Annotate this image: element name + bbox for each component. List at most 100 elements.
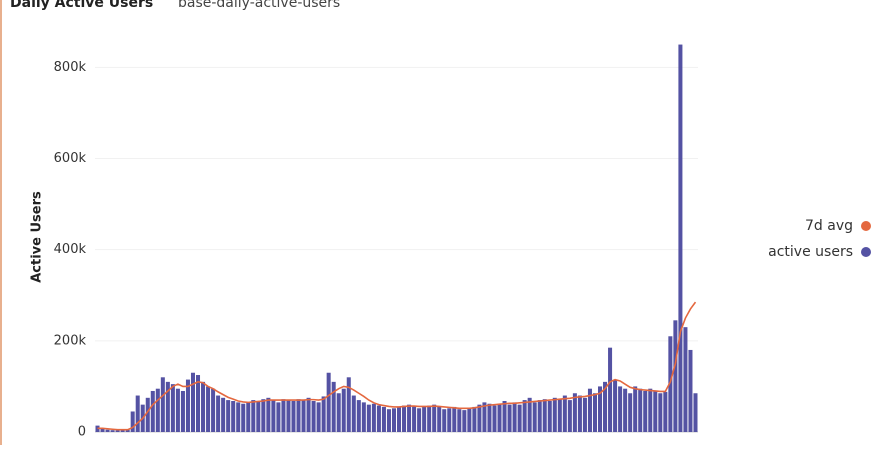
bar	[356, 400, 361, 432]
bar	[542, 399, 547, 432]
bar	[462, 410, 467, 432]
bar	[221, 397, 226, 432]
bar	[376, 405, 381, 432]
bar	[206, 386, 211, 432]
bar	[251, 400, 256, 432]
bar	[517, 404, 522, 432]
bar	[467, 408, 472, 432]
bar	[688, 349, 693, 432]
bar	[598, 386, 603, 432]
y-tick-label: 0	[78, 425, 86, 440]
bar	[391, 408, 396, 432]
bar	[291, 401, 296, 432]
bar	[577, 395, 582, 432]
bar	[472, 406, 477, 432]
y-tick-label: 400k	[54, 242, 87, 257]
bar	[693, 393, 698, 432]
bar	[522, 400, 527, 432]
bar	[105, 429, 110, 432]
bar	[201, 381, 206, 432]
bar	[246, 402, 251, 432]
bar	[321, 396, 326, 432]
bar	[341, 388, 346, 432]
bar	[326, 372, 331, 432]
bar	[497, 403, 502, 432]
bar	[216, 395, 221, 432]
bar	[196, 375, 201, 432]
bar	[613, 379, 618, 432]
bar	[567, 400, 572, 432]
bar	[371, 403, 376, 432]
bar	[130, 411, 135, 432]
bar	[241, 403, 246, 432]
bar	[211, 388, 216, 432]
bar	[618, 386, 623, 432]
bar	[386, 409, 391, 432]
bar	[668, 336, 673, 432]
bar	[633, 386, 638, 432]
bar	[562, 395, 567, 432]
bar	[442, 409, 447, 432]
legend-label: 7d avg	[805, 218, 853, 234]
legend-marker	[861, 247, 871, 257]
bar	[160, 377, 165, 432]
bar	[452, 406, 457, 432]
bar	[236, 402, 241, 432]
bar	[587, 388, 592, 432]
bar	[547, 401, 552, 432]
bar	[603, 381, 608, 432]
bar	[175, 388, 180, 432]
y-tick-label: 200k	[54, 333, 87, 348]
bar	[381, 406, 386, 432]
bar	[678, 44, 683, 433]
bar	[150, 390, 155, 432]
bar	[482, 402, 487, 432]
bar	[226, 400, 231, 432]
bar	[190, 372, 195, 432]
bar	[306, 397, 311, 432]
y-tick-label: 800k	[54, 60, 87, 75]
bar	[165, 381, 170, 432]
bar	[120, 430, 125, 432]
bar	[432, 404, 437, 432]
bar	[276, 402, 281, 432]
bar	[110, 430, 115, 432]
bar	[552, 397, 557, 432]
bar	[231, 401, 236, 432]
bar	[653, 390, 658, 432]
bar	[155, 388, 160, 432]
y-tick-label: 600k	[54, 151, 87, 166]
bar	[261, 399, 266, 432]
bar	[673, 320, 678, 432]
bar	[492, 405, 497, 432]
legend-label: active users	[768, 244, 853, 260]
bar	[537, 400, 542, 432]
bar	[557, 399, 562, 432]
bar	[135, 395, 140, 432]
bar	[286, 400, 291, 432]
bar	[572, 393, 577, 432]
bar	[397, 406, 402, 432]
bar	[512, 402, 517, 432]
avg-line	[97, 301, 697, 431]
bar	[402, 405, 407, 432]
bar	[296, 399, 301, 432]
bar	[366, 404, 371, 432]
bar	[351, 395, 356, 432]
bar	[527, 397, 532, 432]
bar	[477, 404, 482, 432]
bar	[361, 402, 366, 432]
bar	[638, 388, 643, 432]
bar	[180, 390, 185, 432]
bar	[608, 347, 613, 432]
bar	[100, 428, 105, 432]
bar	[256, 401, 261, 432]
bar	[266, 397, 271, 432]
bar	[623, 388, 628, 432]
bar	[125, 429, 130, 432]
bar	[427, 405, 432, 432]
bar	[422, 406, 427, 432]
bar	[170, 384, 175, 432]
bar	[115, 430, 120, 432]
bar	[592, 393, 597, 432]
